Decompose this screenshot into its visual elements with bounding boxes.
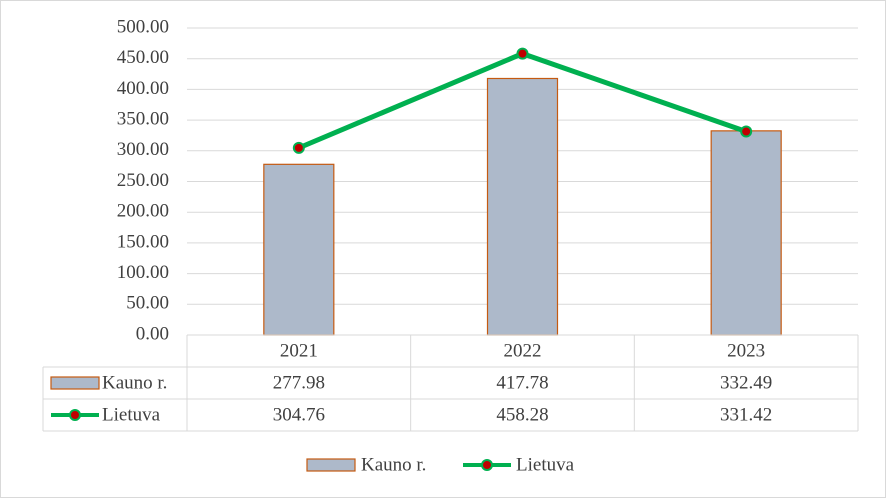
line-point-2022 [516,47,529,60]
data-table-value: 417.78 [496,372,548,393]
line-point-2021 [292,141,305,154]
y-tick-label: 100.00 [117,262,169,283]
x-tick-label: 2023 [727,340,765,361]
table-series-label: Kauno r. [102,372,167,393]
y-tick-label: 500.00 [117,16,169,37]
y-tick-label: 450.00 [117,47,169,68]
data-table-value: 304.76 [273,404,325,425]
y-tick-label: 300.00 [117,139,169,160]
bar-2021 [263,163,335,336]
x-tick-label: 2021 [280,340,318,361]
legend-label: Kauno r. [361,454,426,475]
legend-key-marker [481,459,493,471]
y-tick-label: 50.00 [126,293,169,314]
legend-label: Lietuva [516,454,575,475]
data-table-value: 331.42 [720,404,772,425]
data-table-value: 332.49 [720,372,772,393]
y-tick-label: 150.00 [117,231,169,252]
x-tick-label: 2022 [504,340,542,361]
bar-2023 [710,130,782,336]
table-legend-key-marker [69,409,81,421]
y-tick-label: 200.00 [117,201,169,222]
table-series-label: Lietuva [102,404,161,425]
bar-2022 [486,77,559,336]
y-tick-label: 0.00 [136,323,169,344]
y-tick-label: 350.00 [117,108,169,129]
table-legend-key-bar [50,376,100,390]
data-table-value: 458.28 [496,404,548,425]
y-tick-label: 400.00 [117,78,169,99]
legend-key-bar [306,458,356,472]
data-table-value: 277.98 [273,372,325,393]
y-tick-label: 250.00 [117,170,169,191]
line-point-2023 [740,125,753,138]
